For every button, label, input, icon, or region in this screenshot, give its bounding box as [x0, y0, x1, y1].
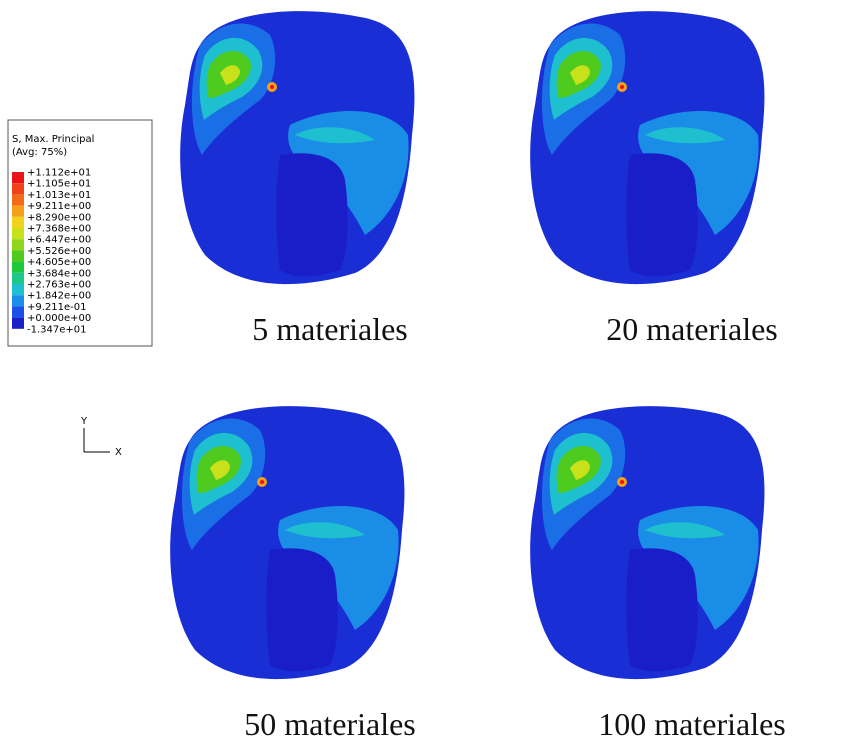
legend-label: -1.347e+01 — [27, 324, 87, 335]
triad-label: X — [115, 447, 122, 458]
legend-label: +8.290e+00 — [27, 212, 91, 223]
legend-swatch — [12, 216, 24, 228]
legend-swatch — [12, 261, 24, 273]
caption: 20 materiales — [606, 311, 777, 347]
legend-label: +1.105e+01 — [27, 179, 91, 190]
legend-box — [7, 119, 153, 347]
legend-swatch — [12, 284, 24, 296]
legend-label: +2.763e+00 — [27, 280, 91, 291]
legend-label: +9.211e+00 — [27, 201, 91, 212]
legend-swatch — [12, 194, 24, 206]
caption: 50 materiales — [244, 706, 415, 742]
caption: 100 materiales — [598, 706, 785, 742]
legend-label: +5.526e+00 — [27, 246, 91, 257]
legend-swatch — [12, 205, 24, 217]
legend-swatch — [12, 228, 24, 240]
legend-label: +1.842e+00 — [27, 291, 91, 302]
legend-label: +6.447e+00 — [27, 235, 91, 246]
legend-swatch — [12, 295, 24, 307]
legend-label: +3.684e+00 — [27, 268, 91, 279]
legend-swatch — [12, 317, 24, 329]
legend-swatch — [12, 239, 24, 251]
legend-swatch — [12, 172, 24, 184]
caption: 5 materiales — [252, 311, 407, 347]
contour-plot — [180, 11, 415, 285]
legend-swatch — [12, 183, 24, 195]
legend-swatch — [12, 306, 24, 318]
legend-title: S, Max. Principal — [12, 134, 94, 145]
legend-swatch — [12, 272, 24, 284]
contour-plot — [530, 11, 765, 285]
contour-plot — [530, 406, 765, 680]
legend-swatch — [12, 250, 24, 262]
legend-label: +1.013e+01 — [27, 190, 91, 201]
legend-label: +7.368e+00 — [27, 224, 91, 235]
legend-label: +0.000e+00 — [27, 313, 91, 324]
contour-plot — [170, 406, 405, 680]
legend-label: +9.211e-01 — [27, 302, 87, 313]
legend-label: +4.605e+00 — [27, 257, 91, 268]
triad: Y X — [80, 416, 122, 458]
legend-label: +1.112e+01 — [27, 168, 91, 179]
triad-label: Y — [80, 416, 88, 427]
legend-title: (Avg: 75%) — [12, 147, 67, 158]
